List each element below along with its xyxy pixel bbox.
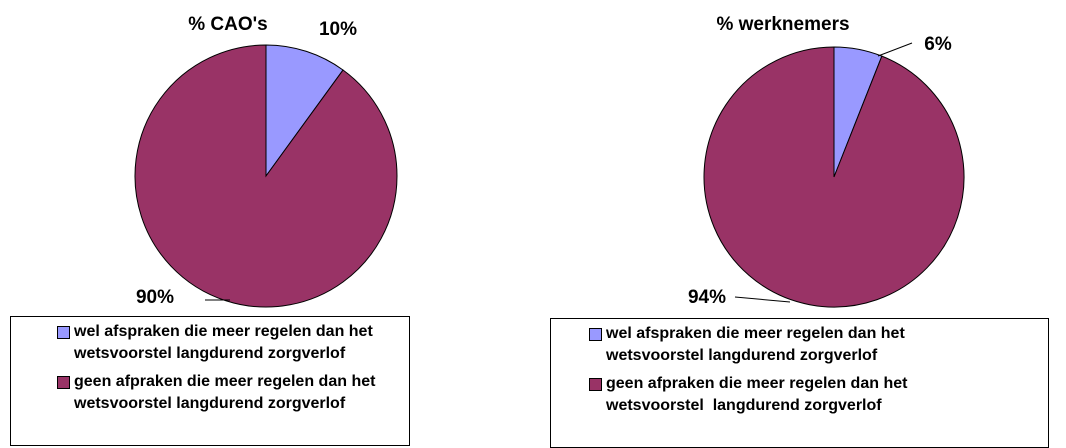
- legend-swatch: [57, 376, 70, 389]
- leader-line: [877, 42, 913, 57]
- legend-entry: geen afpraken die meer regelen dan het w…: [57, 371, 424, 415]
- legend: wel afspraken die meer regelen dan het w…: [10, 316, 410, 446]
- chart-title: % CAO's: [188, 14, 267, 35]
- data-label: 6%: [924, 34, 952, 55]
- data-label: 94%: [688, 287, 726, 308]
- legend-label: geen afpraken die meer regelen dan het w…: [606, 375, 912, 414]
- leader-line: [734, 296, 791, 303]
- pie-slice: [265, 44, 344, 178]
- pie-slice: [703, 46, 965, 308]
- legend-entry: geen afpraken die meer regelen dan het w…: [589, 373, 956, 417]
- legend-swatch: [589, 378, 602, 391]
- charts: % CAO's 10% 90% % werknemers 6% 94%: [134, 14, 965, 308]
- legend-swatch: [589, 328, 602, 341]
- legend-label: geen afpraken die meer regelen dan het w…: [74, 373, 380, 412]
- pie-slice: [134, 44, 398, 308]
- legend-label: wel afspraken die meer regelen dan het w…: [606, 325, 910, 364]
- legend-swatch: [57, 326, 70, 339]
- legend-entry: wel afspraken die meer regelen dan het w…: [57, 321, 424, 365]
- data-label: 90%: [136, 287, 174, 308]
- chart-title: % werknemers: [716, 14, 849, 35]
- data-label: 10%: [319, 19, 357, 40]
- legend: wel afspraken die meer regelen dan het w…: [550, 318, 1049, 448]
- legend-label: wel afspraken die meer regelen dan het w…: [74, 323, 378, 362]
- legend-entry: wel afspraken die meer regelen dan het w…: [589, 323, 956, 367]
